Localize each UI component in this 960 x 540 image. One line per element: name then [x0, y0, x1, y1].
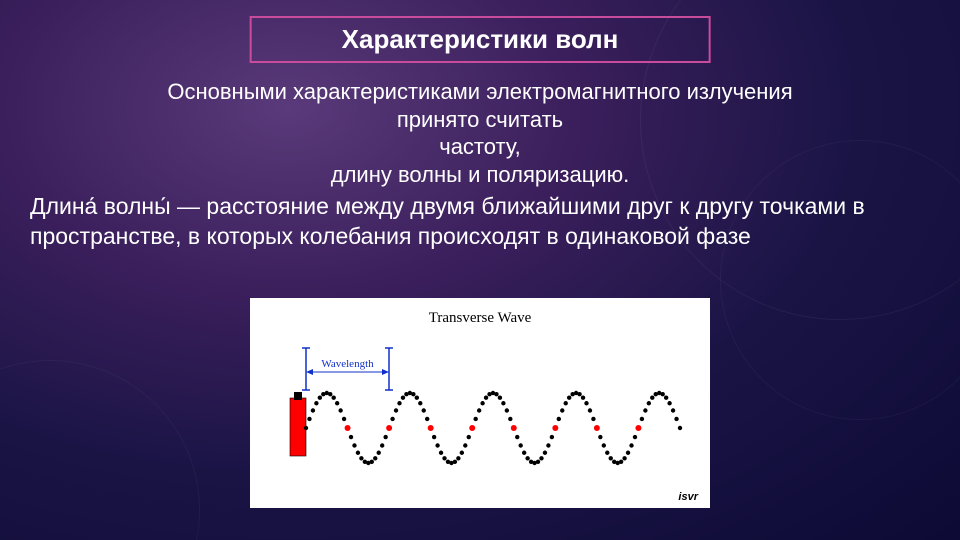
intro-line: Основными характеристиками электромагнит…: [0, 78, 960, 106]
intro-line: принято считать: [0, 106, 960, 134]
bg-circle-decoration: [0, 360, 200, 540]
intro-text: Основными характеристиками электромагнит…: [0, 78, 960, 188]
wavelength-definition: Длина́ волны́ — расстояние между двумя б…: [30, 192, 930, 252]
svg-text:isvr: isvr: [678, 491, 698, 503]
slide-title-box: Характеристики волн: [250, 16, 711, 63]
svg-text:Wavelength: Wavelength: [321, 358, 374, 370]
svg-text:Transverse Wave: Transverse Wave: [429, 310, 532, 326]
wave-svg: Transverse Wave Wavelength isvr: [250, 298, 710, 508]
slide-title: Характеристики волн: [342, 24, 619, 55]
intro-line: длину волны и поляризацию.: [0, 161, 960, 189]
intro-line: частоту,: [0, 133, 960, 161]
transverse-wave-figure: Transverse Wave Wavelength isvr: [250, 298, 710, 508]
